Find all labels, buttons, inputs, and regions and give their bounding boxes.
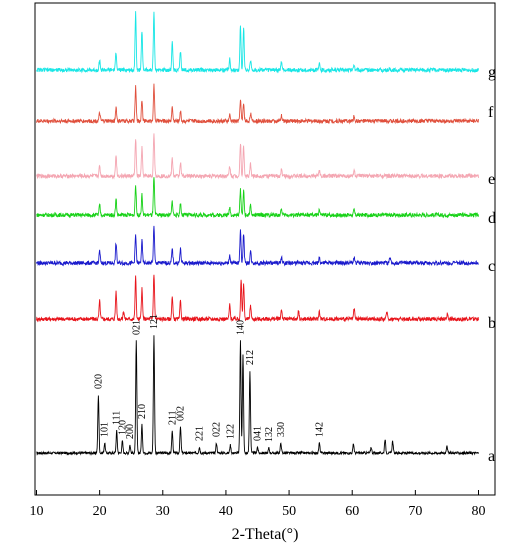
peak-label: 211	[167, 410, 178, 425]
peak-label: 140	[236, 320, 247, 335]
x-tick-label: 60	[345, 504, 359, 519]
series-line-g	[36, 11, 479, 74]
peak-label: 022	[212, 422, 223, 437]
series-line-b	[36, 274, 479, 323]
peak-label: 020	[93, 374, 104, 389]
x-tick-label: 10	[30, 504, 44, 519]
peak-label: 021	[131, 320, 142, 335]
peak-label: 221	[194, 426, 205, 441]
x-axis-title: 2-Theta(°)	[232, 526, 299, 543]
peak-label: 120	[117, 420, 128, 435]
x-tick-label: 50	[282, 504, 296, 519]
x-tick-label: 80	[472, 504, 486, 519]
plot-frame	[34, 2, 496, 496]
series-line-a	[36, 335, 479, 456]
series-line-e	[36, 133, 479, 180]
series-label-e: e	[488, 171, 495, 188]
series-label-g: g	[488, 64, 496, 81]
series-group: a b c d e f g	[36, 11, 496, 465]
peak-label: 122	[225, 424, 236, 439]
peak-label: 002	[176, 406, 187, 421]
x-ticks: 10 20 30 40 50 60 70 80	[30, 490, 486, 519]
series-line-c	[36, 225, 479, 267]
series-line-f	[36, 83, 479, 125]
series-label-b: b	[488, 315, 496, 332]
peak-label: 210	[137, 404, 148, 419]
peak-label: 212	[245, 350, 256, 365]
peak-label: 111	[112, 411, 123, 425]
series-label-c: c	[488, 258, 495, 275]
series-line-d	[36, 177, 479, 219]
peak-label: 132	[264, 427, 275, 442]
peak-label: 121	[149, 314, 160, 329]
peak-label: 041	[253, 426, 264, 441]
x-tick-label: 30	[156, 504, 170, 519]
peak-label: 142	[314, 422, 325, 437]
series-label-a: a	[488, 448, 495, 465]
x-tick-label: 70	[408, 504, 422, 519]
x-tick-label: 20	[93, 504, 107, 519]
series-label-d: d	[488, 210, 496, 227]
x-tick-label: 40	[219, 504, 233, 519]
peak-label: 200	[125, 424, 136, 439]
series-label-f: f	[488, 104, 494, 121]
peak-label: 330	[276, 422, 287, 437]
peak-label: 101	[100, 422, 111, 437]
